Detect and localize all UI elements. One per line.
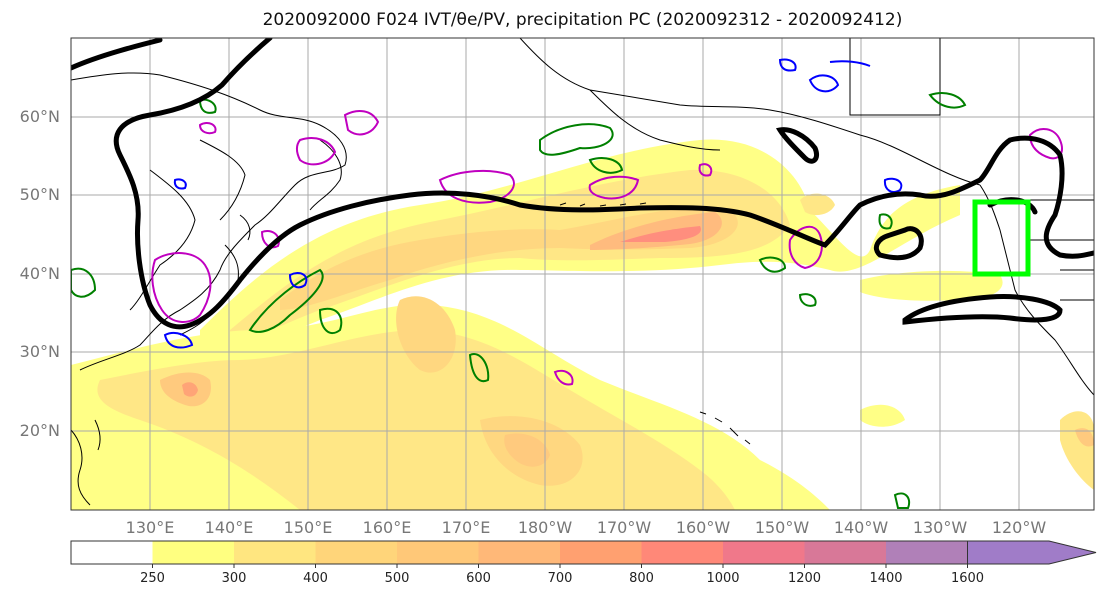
colorbar-segment <box>804 541 886 564</box>
colorbar-tick-label: 1600 <box>951 571 984 586</box>
colorbar-segment <box>234 541 316 564</box>
lat-label-20: 20°N <box>20 421 60 440</box>
colorbar-segment <box>315 541 397 564</box>
colorbar-segment <box>560 541 642 564</box>
lon-label-170e: 170°E <box>442 518 491 537</box>
colorbar-segment <box>886 541 968 564</box>
colorbar-tick-label: 1000 <box>706 571 739 586</box>
colorbar-segment <box>397 541 479 564</box>
lon-label-180w: 180°W <box>518 518 573 537</box>
colorbar-segment <box>152 541 234 564</box>
colorbar-tick-label: 250 <box>140 571 165 586</box>
colorbar-tick-label: 800 <box>629 571 654 586</box>
lon-label-150e: 150°E <box>284 518 333 537</box>
longitude-labels: 130°E 140°E 150°E 160°E 170°E 180°W 170°… <box>126 518 1047 537</box>
pv-contours <box>163 58 903 349</box>
colorbar-tick-label: 1200 <box>788 571 821 586</box>
lon-label-130e: 130°E <box>126 518 175 537</box>
colorbar-tick-label: 400 <box>303 571 328 586</box>
colorbar-tick-label: 500 <box>385 571 410 586</box>
graticule <box>71 38 1094 510</box>
colorbar-tick-label: 1400 <box>869 571 902 586</box>
theta-e-contours <box>71 92 967 509</box>
lon-label-140w: 140°W <box>834 518 889 537</box>
colorbar-extend-arrow <box>967 540 1097 565</box>
target-region-box <box>972 199 1031 277</box>
colorbar-segment <box>723 541 805 564</box>
lat-label-60: 60°N <box>20 107 60 126</box>
lon-label-130w: 130°W <box>913 518 968 537</box>
map-frame <box>70 37 1095 511</box>
map-title: 2020092000 F024 IVT/θe/PV, precipitation… <box>262 10 903 30</box>
latitude-labels: 60°N 50°N 40°N 30°N 20°N <box>20 107 60 440</box>
coastlines <box>71 38 1094 506</box>
colorbar-segment <box>641 541 723 564</box>
lat-label-40: 40°N <box>20 264 60 283</box>
colorbar-segment <box>478 541 560 564</box>
lon-label-160e: 160°E <box>363 518 412 537</box>
colorbar: 250 300 400 500 600 700 800 1000 1200 1400 1600 <box>70 540 1097 586</box>
lon-label-150w: 150°W <box>755 518 810 537</box>
colorbar-tick-label: 300 <box>222 571 247 586</box>
colorbar-tick-label: 700 <box>548 571 573 586</box>
lat-label-30: 30°N <box>20 342 60 361</box>
colorbar-segment <box>71 541 153 564</box>
lat-label-50: 50°N <box>20 185 60 204</box>
lon-label-140e: 140°E <box>205 518 254 537</box>
lon-label-170w: 170°W <box>597 518 652 537</box>
colorbar-tick-label: 600 <box>466 571 491 586</box>
lon-label-120w: 120°W <box>992 518 1047 537</box>
colorbar-frame <box>70 540 968 565</box>
lon-label-160w: 160°W <box>676 518 731 537</box>
